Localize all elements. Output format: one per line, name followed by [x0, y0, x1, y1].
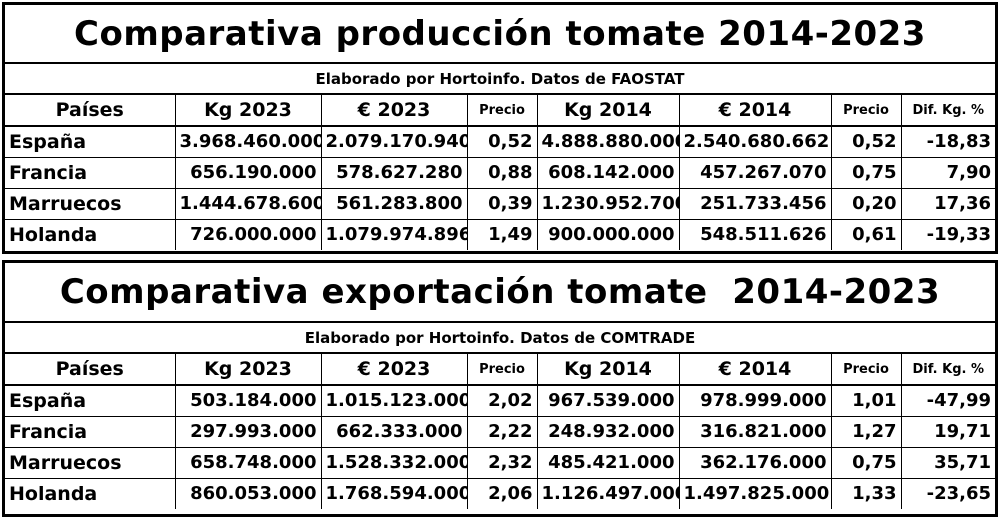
cell-price-2014: 0,61	[830, 218, 902, 250]
cell-eur-2023: 561.283.800	[320, 187, 468, 220]
cell-country: Francia	[5, 156, 176, 189]
cell-diff-kg-pct: -19,33	[900, 218, 995, 250]
cell-price-2023: 2,32	[466, 446, 538, 479]
header-kg-2023: Kg 2023	[174, 95, 322, 127]
header-diff-kg-pct: Dif. Kg. %	[900, 95, 995, 127]
table-header-row: Países Kg 2023 € 2023 Precio Kg 2014 € 2…	[5, 95, 995, 127]
cell-eur-2014: 316.821.000	[678, 415, 832, 448]
production-subtitle: Elaborado por Hortoinfo. Datos de FAOSTA…	[5, 64, 995, 95]
cell-kg-2014: 1.126.497.000	[536, 477, 680, 509]
cell-kg-2014: 248.932.000	[536, 415, 680, 448]
cell-diff-kg-pct: 35,71	[900, 446, 995, 479]
header-eur-2023: € 2023	[320, 95, 468, 127]
cell-kg-2014: 485.421.000	[536, 446, 680, 479]
cell-country: España	[5, 384, 176, 417]
header-kg-2014: Kg 2014	[536, 95, 680, 127]
cell-eur-2014: 1.497.825.000	[678, 477, 832, 509]
cell-kg-2023: 656.190.000	[174, 156, 322, 189]
cell-country: España	[5, 125, 176, 158]
export-table: Países Kg 2023 € 2023 Precio Kg 2014 € 2…	[5, 354, 995, 509]
cell-eur-2014: 2.540.680.662	[678, 125, 832, 158]
cell-diff-kg-pct: -23,65	[900, 477, 995, 509]
header-countries: Países	[5, 354, 176, 386]
cell-diff-kg-pct: 7,90	[900, 156, 995, 189]
cell-kg-2023: 860.053.000	[174, 477, 322, 509]
cell-diff-kg-pct: 17,36	[900, 187, 995, 220]
table-row: España 3.968.460.000 2.079.170.940 0,52 …	[5, 125, 995, 158]
table-row: Francia 656.190.000 578.627.280 0,88 608…	[5, 156, 995, 189]
cell-kg-2014: 4.888.880.000	[536, 125, 680, 158]
cell-country: Holanda	[5, 218, 176, 250]
header-diff-kg-pct: Dif. Kg. %	[900, 354, 995, 386]
cell-price-2014: 1,27	[830, 415, 902, 448]
cell-eur-2014: 251.733.456	[678, 187, 832, 220]
production-table-block: Comparativa producción tomate 2014-2023 …	[2, 2, 998, 254]
production-table: Países Kg 2023 € 2023 Precio Kg 2014 € 2…	[5, 95, 995, 250]
header-eur-2014: € 2014	[678, 95, 832, 127]
cell-eur-2023: 1.768.594.000	[320, 477, 468, 509]
cell-kg-2023: 297.993.000	[174, 415, 322, 448]
header-kg-2023: Kg 2023	[174, 354, 322, 386]
table-row: España 503.184.000 1.015.123.000 2,02 96…	[5, 384, 995, 417]
export-table-block: Comparativa exportación tomate 2014-2023…	[2, 260, 998, 517]
table-header-row: Países Kg 2023 € 2023 Precio Kg 2014 € 2…	[5, 354, 995, 386]
cell-kg-2014: 608.142.000	[536, 156, 680, 189]
cell-price-2023: 0,39	[466, 187, 538, 220]
cell-kg-2014: 967.539.000	[536, 384, 680, 417]
cell-eur-2023: 2.079.170.940	[320, 125, 468, 158]
cell-kg-2014: 900.000.000	[536, 218, 680, 250]
cell-kg-2023: 1.444.678.600	[174, 187, 322, 220]
cell-eur-2023: 1.079.974.896	[320, 218, 468, 250]
header-price-2014: Precio	[830, 354, 902, 386]
header-price-2023: Precio	[466, 95, 538, 127]
cell-price-2023: 1,49	[466, 218, 538, 250]
cell-eur-2023: 662.333.000	[320, 415, 468, 448]
cell-diff-kg-pct: -47,99	[900, 384, 995, 417]
cell-eur-2023: 1.015.123.000	[320, 384, 468, 417]
cell-kg-2023: 658.748.000	[174, 446, 322, 479]
cell-price-2014: 0,75	[830, 156, 902, 189]
table-row: Holanda 726.000.000 1.079.974.896 1,49 9…	[5, 218, 995, 250]
cell-eur-2014: 362.176.000	[678, 446, 832, 479]
cell-price-2014: 0,75	[830, 446, 902, 479]
cell-eur-2014: 978.999.000	[678, 384, 832, 417]
header-eur-2023: € 2023	[320, 354, 468, 386]
header-eur-2014: € 2014	[678, 354, 832, 386]
cell-kg-2023: 503.184.000	[174, 384, 322, 417]
cell-eur-2023: 578.627.280	[320, 156, 468, 189]
table-row: Francia 297.993.000 662.333.000 2,22 248…	[5, 415, 995, 448]
cell-price-2023: 2,06	[466, 477, 538, 509]
cell-price-2023: 0,88	[466, 156, 538, 189]
cell-eur-2023: 1.528.332.000	[320, 446, 468, 479]
header-price-2014: Precio	[830, 95, 902, 127]
cell-price-2023: 2,22	[466, 415, 538, 448]
header-price-2023: Precio	[466, 354, 538, 386]
cell-price-2014: 0,20	[830, 187, 902, 220]
cell-price-2023: 2,02	[466, 384, 538, 417]
export-subtitle: Elaborado por Hortoinfo. Datos de COMTRA…	[5, 323, 995, 354]
cell-country: Holanda	[5, 477, 176, 509]
cell-kg-2014: 1.230.952.700	[536, 187, 680, 220]
cell-price-2014: 0,52	[830, 125, 902, 158]
table-row: Marruecos 1.444.678.600 561.283.800 0,39…	[5, 187, 995, 220]
table-row: Marruecos 658.748.000 1.528.332.000 2,32…	[5, 446, 995, 479]
production-title: Comparativa producción tomate 2014-2023	[5, 5, 995, 64]
cell-country: Marruecos	[5, 187, 176, 220]
table-row: Holanda 860.053.000 1.768.594.000 2,06 1…	[5, 477, 995, 509]
cell-diff-kg-pct: 19,71	[900, 415, 995, 448]
cell-price-2014: 1,01	[830, 384, 902, 417]
cell-country: Francia	[5, 415, 176, 448]
cell-eur-2014: 457.267.070	[678, 156, 832, 189]
export-title: Comparativa exportación tomate 2014-2023	[5, 263, 995, 323]
cell-price-2023: 0,52	[466, 125, 538, 158]
header-countries: Países	[5, 95, 176, 127]
cell-eur-2014: 548.511.626	[678, 218, 832, 250]
cell-kg-2023: 726.000.000	[174, 218, 322, 250]
cell-diff-kg-pct: -18,83	[900, 125, 995, 158]
cell-price-2014: 1,33	[830, 477, 902, 509]
header-kg-2014: Kg 2014	[536, 354, 680, 386]
cell-country: Marruecos	[5, 446, 176, 479]
cell-kg-2023: 3.968.460.000	[174, 125, 322, 158]
